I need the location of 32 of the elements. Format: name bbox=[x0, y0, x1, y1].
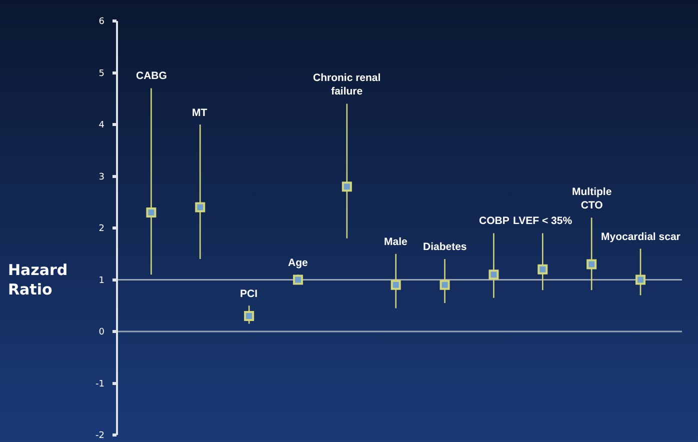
point bbox=[488, 270, 499, 280]
point bbox=[195, 202, 206, 212]
x-tick-label: Multiple CTO bbox=[572, 186, 612, 212]
point bbox=[440, 280, 450, 290]
point bbox=[390, 280, 401, 290]
point bbox=[342, 182, 352, 192]
y-axis-title: Hazard Ratio bbox=[8, 261, 68, 298]
x-tick-label: COBP bbox=[479, 215, 510, 227]
point bbox=[244, 310, 254, 321]
y-tick-label: 6 bbox=[98, 17, 105, 28]
y-tick-label: -2 bbox=[95, 431, 104, 442]
x-tick-label: Age bbox=[288, 257, 308, 269]
y-tick-label: 5 bbox=[98, 68, 104, 79]
y-tick-label: 4 bbox=[98, 120, 105, 131]
point bbox=[636, 274, 646, 285]
x-tick-label: Male bbox=[384, 236, 408, 248]
x-tick-label: Chronic renal failure bbox=[313, 72, 381, 98]
y-tick-label: 2 bbox=[98, 224, 104, 234]
x-tick-label: PCI bbox=[240, 288, 258, 300]
y-tick-label: 0 bbox=[98, 328, 105, 338]
y-tick-label: 3 bbox=[98, 172, 104, 182]
point bbox=[292, 274, 303, 285]
point bbox=[146, 207, 156, 218]
point bbox=[586, 259, 597, 270]
x-tick-label: CABG bbox=[136, 70, 167, 82]
x-tick-label: Diabetes bbox=[423, 241, 467, 253]
x-tick-label: Myocardial scar bbox=[601, 231, 680, 243]
x-tick-label: MT bbox=[192, 107, 208, 119]
x-tick-label: LVEF < 35% bbox=[513, 215, 573, 227]
y-tick-label: 1 bbox=[98, 276, 104, 286]
y-tick-label: -1 bbox=[95, 379, 104, 390]
point bbox=[538, 264, 548, 274]
